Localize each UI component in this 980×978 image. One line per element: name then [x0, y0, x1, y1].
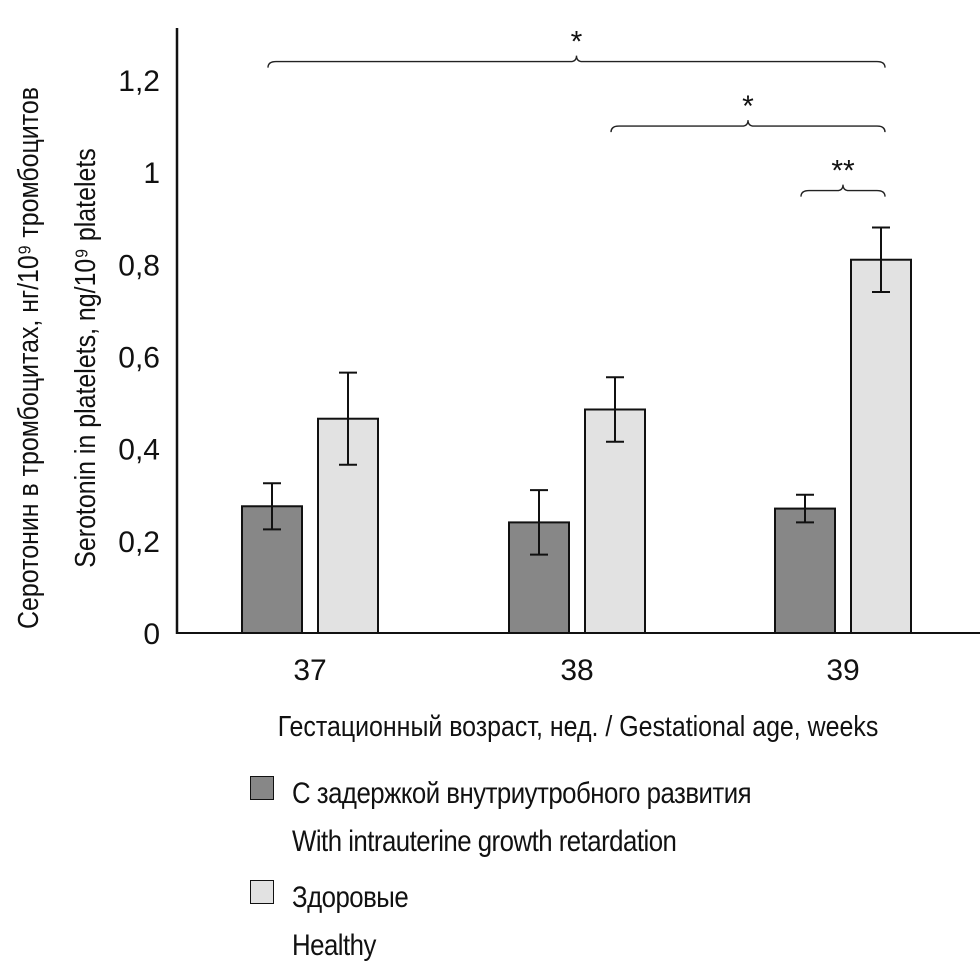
bar-healthy-38 — [584, 408, 646, 634]
error-bars — [263, 226, 890, 556]
legend-swatch-healthy — [250, 880, 274, 904]
significance-label: * — [571, 26, 583, 59]
y-tick-label: 0,2 — [118, 526, 160, 559]
y-axis-title-line1: Серотонин в тромбоцитах, нг/10⁹ тромбоци… — [12, 87, 44, 629]
error-bar — [872, 226, 890, 293]
legend-label-en: Healthy — [292, 929, 376, 962]
error-bar — [263, 482, 281, 531]
bars — [241, 258, 912, 635]
y-tick-label: 1,2 — [118, 65, 160, 98]
error-bar — [339, 371, 357, 466]
y-axis-title: Серотонин в тромбоцитах, нг/10⁹ тромбоци… — [12, 87, 101, 629]
y-tick-label: 0,6 — [118, 342, 160, 375]
x-axis-title: Гестационный возраст, нед. / Gestational… — [278, 710, 879, 742]
legend-item-healthy: Здоровые Healthy — [248, 874, 826, 970]
y-axis-title-line2: Serotonin in platelets, ng/10⁹ platelets — [69, 148, 101, 567]
brace — [800, 184, 886, 197]
bar-iugr-39 — [774, 507, 836, 635]
y-axis-ticks: 0 0,2 0,4 0,6 0,8 1 1,2 — [118, 65, 160, 651]
legend-item-iugr: С задержкой внутриутробного развития Wit… — [248, 770, 826, 866]
error-bar — [606, 376, 624, 443]
x-tick-label: 37 — [293, 654, 326, 687]
x-tick-label: 39 — [826, 654, 859, 687]
brace — [267, 55, 886, 68]
y-tick-label: 0 — [143, 618, 160, 651]
y-tick-label: 0,4 — [118, 434, 160, 467]
legend-label-ru: С задержкой внутриутробного развития — [292, 777, 752, 810]
y-tick-label: 0,8 — [118, 249, 160, 282]
significance-bracket: * — [610, 90, 886, 133]
y-tick-label: 1 — [143, 157, 160, 190]
legend-label-ru: Здоровые — [292, 881, 409, 914]
significance-label: * — [742, 90, 754, 123]
legend: С задержкой внутриутробного развития Wit… — [248, 770, 826, 978]
x-axis-ticks: 37 38 39 — [293, 654, 859, 687]
legend-label-en: With intrauterine growth retardation — [292, 825, 677, 858]
legend-swatch-iugr — [250, 776, 274, 800]
bar-healthy-39 — [850, 258, 912, 634]
error-bar — [530, 489, 548, 556]
significance-label: ** — [831, 155, 855, 188]
significance-annotations: **** — [267, 26, 886, 197]
significance-bracket: * — [267, 26, 886, 68]
significance-bracket: ** — [800, 155, 886, 197]
x-tick-label: 38 — [560, 654, 593, 687]
error-bar — [796, 493, 814, 524]
